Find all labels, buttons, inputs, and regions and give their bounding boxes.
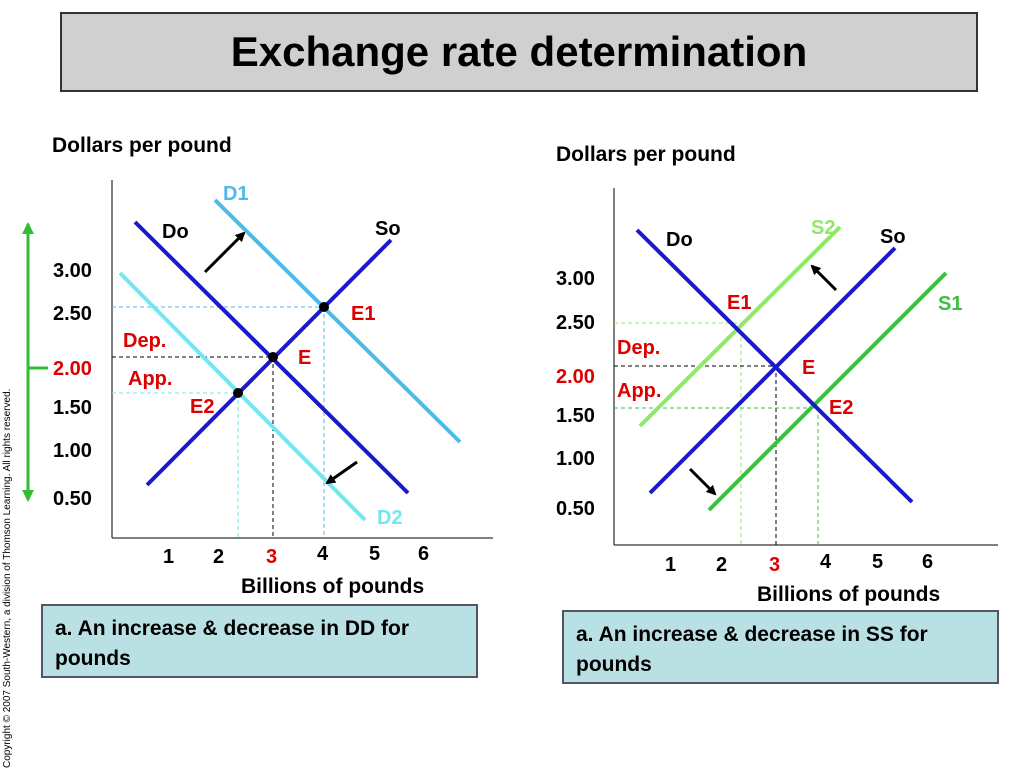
left-caption-text: a. An increase & decrease in DD for poun… xyxy=(55,617,410,670)
left-shift-down-arrow xyxy=(325,460,358,485)
right-shift-down-arrow xyxy=(688,467,717,496)
vertical-range-arrow xyxy=(22,222,48,502)
right-caption-text: a. An increase & decrease in SS for poun… xyxy=(576,623,928,676)
left-do-label: Do xyxy=(162,221,189,243)
left-panel: Dollars per pound Billions of pounds 3.0… xyxy=(52,134,493,598)
left-shift-up-arrow xyxy=(203,231,246,274)
right-x-tick-1: 1 xyxy=(665,554,676,576)
left-y-tick-0.50: 0.50 xyxy=(53,488,92,510)
left-d2-label: D2 xyxy=(377,507,403,529)
left-y-tick-1.50: 1.50 xyxy=(53,397,92,419)
left-point-e-dot xyxy=(268,352,278,362)
right-e2-label: E2 xyxy=(829,397,853,419)
right-panel: Dollars per pound Billions of pounds 3.0… xyxy=(556,143,998,606)
left-caption: a. An increase & decrease in DD for poun… xyxy=(41,604,478,678)
left-e1-label: E1 xyxy=(351,303,375,325)
right-x-tick-4: 4 xyxy=(820,551,832,573)
left-d2-curve xyxy=(118,271,367,522)
right-y-tick-2.50: 2.50 xyxy=(556,312,595,334)
left-x-tick-5: 5 xyxy=(369,543,380,565)
left-x-tick-3: 3 xyxy=(266,546,277,568)
title-banner: Exchange rate determination xyxy=(60,12,978,92)
right-x-tick-6: 6 xyxy=(922,551,933,573)
left-x-tick-1: 1 xyxy=(163,546,174,568)
right-dep-label: Dep. xyxy=(617,337,660,359)
left-app-label: App. xyxy=(128,368,172,390)
left-x-tick-2: 2 xyxy=(213,546,224,568)
right-x-tick-5: 5 xyxy=(872,551,883,573)
right-y-tick-1.00: 1.00 xyxy=(556,448,595,470)
left-y-tick-2.00: 2.00 xyxy=(53,358,92,380)
right-s1-curve xyxy=(707,271,948,512)
left-so-curve xyxy=(145,238,393,487)
left-e-label: E xyxy=(298,347,311,369)
right-x-tick-2: 2 xyxy=(716,554,727,576)
right-e1-label: E1 xyxy=(727,292,751,314)
right-caption: a. An increase & decrease in SS for poun… xyxy=(562,610,999,684)
left-x-tick-6: 6 xyxy=(418,543,429,565)
right-ylabel: Dollars per pound xyxy=(556,143,736,166)
left-x-tick-4: 4 xyxy=(317,543,329,565)
right-do-label: Do xyxy=(666,229,693,251)
right-s2-label: S2 xyxy=(811,217,835,239)
right-s1-label: S1 xyxy=(938,293,962,315)
left-point-e2-dot xyxy=(233,388,243,398)
right-s2-curve xyxy=(638,225,842,428)
right-y-tick-3.00: 3.00 xyxy=(556,268,595,290)
left-d1-curve xyxy=(213,198,462,444)
left-dep-label: Dep. xyxy=(123,330,166,352)
left-ylabel: Dollars per pound xyxy=(52,134,232,157)
left-point-e1-dot xyxy=(319,302,329,312)
right-y-tick-2.00: 2.00 xyxy=(556,366,595,388)
left-xlabel: Billions of pounds xyxy=(241,575,424,598)
left-y-tick-1.00: 1.00 xyxy=(53,440,92,462)
right-y-tick-1.50: 1.50 xyxy=(556,405,595,427)
right-shift-up-arrow xyxy=(810,264,838,292)
left-y-tick-2.50: 2.50 xyxy=(53,303,92,325)
right-so-curve xyxy=(648,246,897,495)
left-so-label: So xyxy=(375,218,401,240)
right-x-tick-3: 3 xyxy=(769,554,780,576)
slide-title: Exchange rate determination xyxy=(230,28,808,75)
right-app-label: App. xyxy=(617,380,661,402)
left-d1-label: D1 xyxy=(223,183,249,205)
right-y-tick-0.50: 0.50 xyxy=(556,498,595,520)
right-e-label: E xyxy=(802,357,815,379)
right-so-label: So xyxy=(880,226,906,248)
left-y-tick-3.00: 3.00 xyxy=(53,260,92,282)
left-e2-label: E2 xyxy=(190,396,214,418)
copyright-notice: Copyright © 2007 South-Western, a divisi… xyxy=(2,388,13,768)
right-xlabel: Billions of pounds xyxy=(757,583,940,606)
